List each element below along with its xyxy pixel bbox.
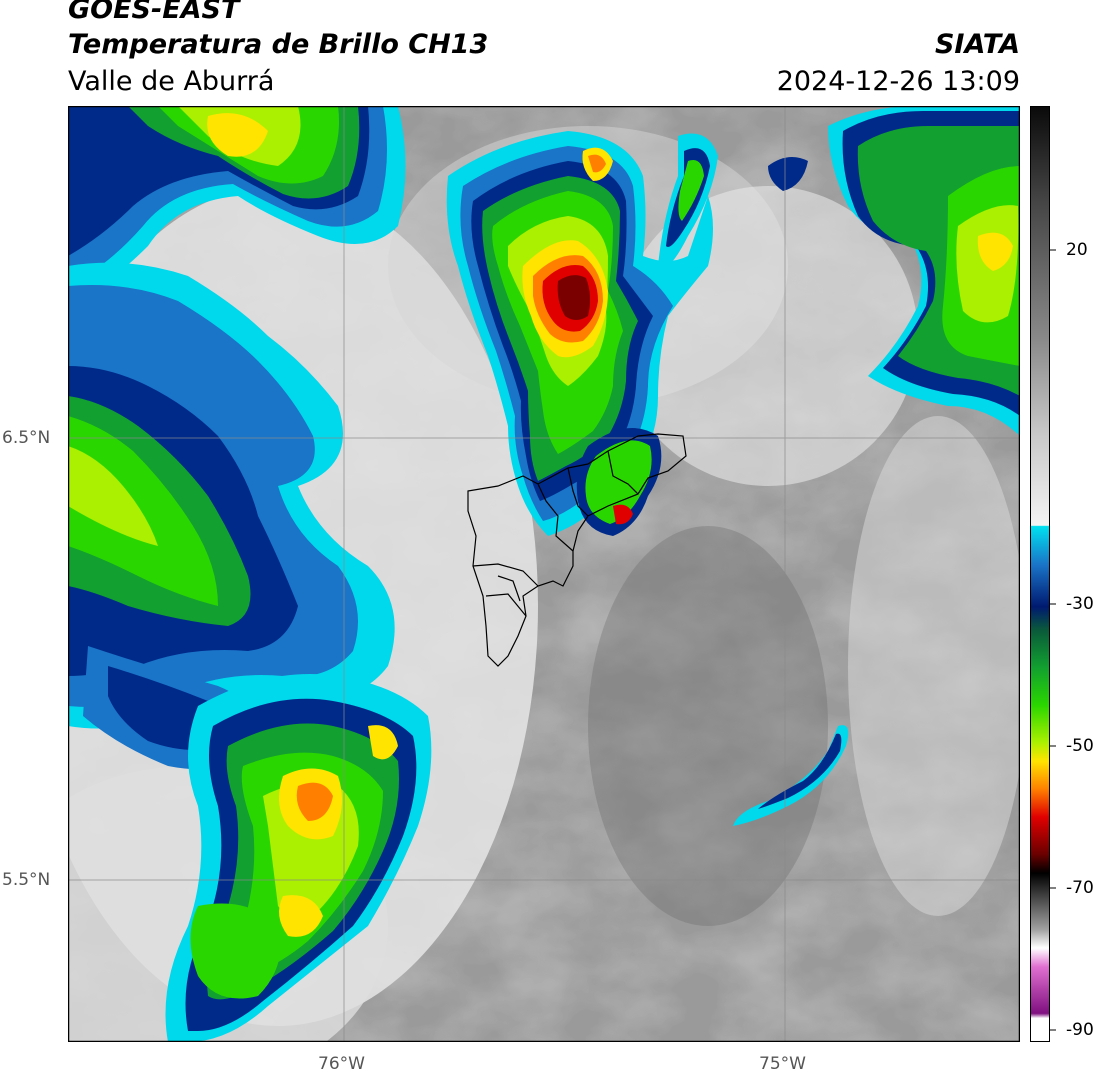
cloud-streak-southeast <box>733 725 849 826</box>
agency-label: SIATA <box>934 29 1020 60</box>
graticule <box>68 106 1020 1042</box>
lon-label-76w: 76°W <box>318 1054 365 1074</box>
lon-label-75w: 75°W <box>759 1054 806 1074</box>
valle-de-aburra-boundaries <box>467 433 687 667</box>
region-label: Valle de Aburrá <box>68 66 275 97</box>
colorbar-tick-minus50: -50 <box>1066 736 1094 756</box>
lat-label-5-5: 5.5°N <box>2 870 51 890</box>
product-title: Temperatura de Brillo CH13 <box>68 29 489 60</box>
cloud-cluster-southwest <box>165 674 432 1042</box>
cloud-cluster-northeast <box>768 106 1020 436</box>
colorbar-tick-minus90: -90 <box>1066 1020 1094 1040</box>
datetime-label: 2024-12-26 13:09 <box>776 66 1020 97</box>
colorbar <box>1030 106 1050 1042</box>
satellite-map <box>68 106 1020 1042</box>
colorbar-tick-minus70: -70 <box>1066 878 1094 898</box>
colorbar-tick-20: 20 <box>1066 240 1088 260</box>
colorbar-ticks <box>1050 249 1056 1031</box>
lat-label-6-5: 6.5°N <box>2 428 51 448</box>
colorbar-tick-minus30: -30 <box>1066 594 1094 614</box>
cloud-band-west <box>68 262 395 770</box>
satellite-title: GOES-EAST <box>68 0 240 25</box>
cloud-cluster-northwest <box>68 106 406 306</box>
